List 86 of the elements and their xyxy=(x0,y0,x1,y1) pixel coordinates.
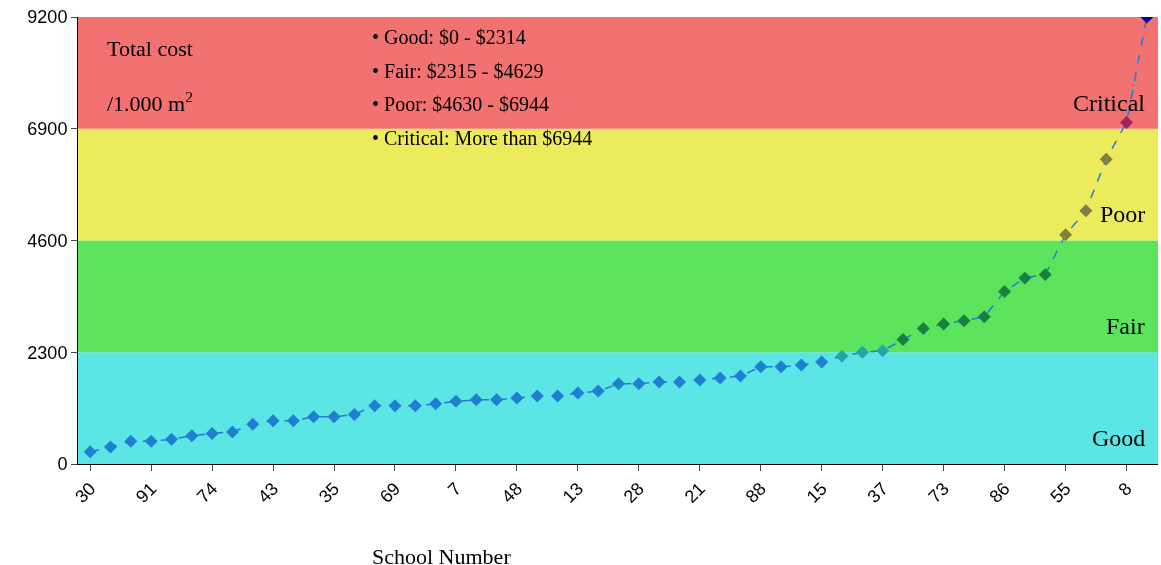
x-tick-label: 8 xyxy=(1114,478,1136,500)
x-tick-label: 30 xyxy=(71,478,100,507)
x-tick-label: 48 xyxy=(497,478,527,507)
band-label: Critical xyxy=(1073,90,1146,116)
point xyxy=(815,355,829,369)
y-tick-label: 9200 xyxy=(27,7,68,28)
point xyxy=(307,410,321,424)
point xyxy=(205,426,219,440)
point xyxy=(124,434,138,448)
point xyxy=(449,394,463,408)
point xyxy=(530,389,544,403)
x-tick-label: 73 xyxy=(924,478,953,507)
point xyxy=(693,373,707,387)
point xyxy=(794,358,808,372)
point xyxy=(266,414,280,428)
point xyxy=(1079,204,1093,218)
annotation: Total cost xyxy=(107,36,193,61)
point xyxy=(733,369,747,383)
point xyxy=(286,414,300,428)
point xyxy=(225,425,239,439)
point xyxy=(754,360,768,374)
x-tick-label: 69 xyxy=(375,478,405,507)
annotation: • Fair: $2315 - $4629 xyxy=(372,60,544,82)
x-tick-label: 7 xyxy=(443,478,466,500)
point xyxy=(876,344,890,358)
point xyxy=(1120,115,1133,129)
point xyxy=(672,375,686,389)
point xyxy=(571,386,585,400)
point xyxy=(1059,228,1073,242)
x-tick-label: 86 xyxy=(985,478,1014,507)
point xyxy=(144,434,158,448)
point xyxy=(855,345,869,359)
point xyxy=(916,321,930,335)
point xyxy=(774,360,788,374)
point xyxy=(612,377,626,391)
point xyxy=(998,285,1012,299)
annotation: /1.000 m$^{2}$ xyxy=(107,88,193,117)
x-tick-label: 13 xyxy=(558,478,588,507)
point xyxy=(957,314,971,328)
band-label: Poor xyxy=(1100,201,1146,227)
y-tick-label: 2300 xyxy=(27,342,68,363)
point xyxy=(632,377,646,391)
point xyxy=(1018,271,1032,285)
x-tick-label: 55 xyxy=(1046,478,1075,507)
annotation: • Critical: More than $6944 xyxy=(372,127,593,149)
x-tick-label: 15 xyxy=(802,478,831,507)
annotation: • Good: $0 - $2314 xyxy=(372,26,526,48)
point xyxy=(896,333,910,347)
point xyxy=(977,310,991,324)
point xyxy=(429,397,443,411)
point xyxy=(469,393,483,407)
y-tick-label: 4600 xyxy=(27,230,68,251)
point xyxy=(246,417,260,431)
band-label: Good xyxy=(1092,425,1146,451)
point xyxy=(388,399,402,413)
point xyxy=(652,375,666,389)
band-label: Fair xyxy=(1106,313,1145,339)
point xyxy=(591,384,605,398)
y-tick-label: 6900 xyxy=(27,119,68,140)
point xyxy=(1038,268,1052,282)
point xyxy=(327,410,341,424)
x-axis-title: School Number xyxy=(372,544,512,565)
point xyxy=(713,371,727,385)
x-tick-label: 43 xyxy=(253,478,283,507)
point xyxy=(104,440,118,454)
point xyxy=(185,429,199,443)
point xyxy=(510,391,524,405)
y-tick-label: 0 xyxy=(57,454,68,475)
point xyxy=(1099,152,1113,166)
annotation: • Poor: $4630 - $6944 xyxy=(372,93,550,115)
x-tick-label: 91 xyxy=(132,478,161,507)
point xyxy=(83,445,97,459)
x-tick-label: 88 xyxy=(741,478,770,507)
point xyxy=(937,317,951,331)
point xyxy=(835,349,849,363)
x-tick-label: 28 xyxy=(619,478,649,507)
point xyxy=(368,399,382,413)
point xyxy=(347,407,361,421)
point xyxy=(490,393,504,407)
x-tick-label: 35 xyxy=(314,478,344,507)
x-tick-label: 37 xyxy=(863,478,892,507)
point xyxy=(164,432,178,446)
x-tick-label: 74 xyxy=(193,478,222,507)
x-tick-label: 21 xyxy=(680,478,709,507)
point xyxy=(551,389,565,403)
point xyxy=(408,399,422,413)
